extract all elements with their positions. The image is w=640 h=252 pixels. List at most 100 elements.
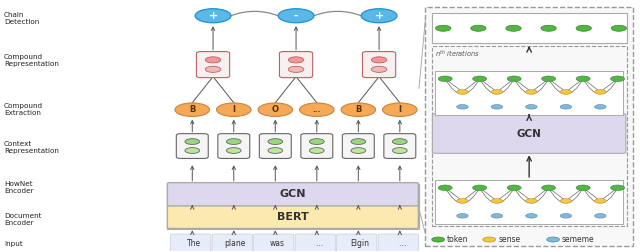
- Circle shape: [371, 66, 387, 72]
- Circle shape: [288, 66, 304, 72]
- Circle shape: [258, 103, 292, 116]
- FancyBboxPatch shape: [433, 114, 626, 153]
- FancyBboxPatch shape: [342, 134, 374, 159]
- Circle shape: [576, 76, 590, 81]
- Circle shape: [185, 139, 200, 144]
- Text: B: B: [355, 105, 362, 114]
- FancyBboxPatch shape: [337, 234, 377, 252]
- Text: sense: sense: [498, 235, 520, 244]
- Circle shape: [205, 57, 221, 63]
- Circle shape: [525, 105, 537, 109]
- Circle shape: [560, 214, 572, 218]
- Circle shape: [576, 185, 590, 191]
- Circle shape: [351, 139, 365, 144]
- Circle shape: [472, 76, 486, 81]
- FancyBboxPatch shape: [435, 180, 623, 224]
- Text: ...: ...: [313, 107, 321, 113]
- Text: +: +: [209, 11, 218, 21]
- Circle shape: [560, 105, 572, 109]
- FancyBboxPatch shape: [176, 134, 208, 159]
- FancyBboxPatch shape: [171, 234, 211, 252]
- Text: B: B: [189, 105, 195, 114]
- Circle shape: [216, 103, 251, 116]
- Circle shape: [278, 9, 314, 23]
- Circle shape: [300, 103, 334, 116]
- Circle shape: [361, 9, 397, 23]
- Text: …: …: [315, 239, 322, 248]
- FancyBboxPatch shape: [362, 52, 396, 78]
- Text: Input: Input: [4, 241, 22, 247]
- Circle shape: [175, 103, 209, 116]
- FancyBboxPatch shape: [218, 134, 250, 159]
- Bar: [167, 184, 419, 229]
- Circle shape: [457, 214, 468, 218]
- Text: token: token: [447, 235, 468, 244]
- Circle shape: [491, 214, 502, 218]
- Circle shape: [205, 66, 221, 72]
- FancyBboxPatch shape: [212, 234, 252, 252]
- Circle shape: [506, 25, 521, 31]
- Text: sememe: sememe: [562, 235, 595, 244]
- Circle shape: [483, 237, 495, 242]
- Text: I: I: [398, 105, 401, 114]
- Circle shape: [457, 199, 468, 203]
- Circle shape: [595, 105, 606, 109]
- Text: $n^{th}$ iterations: $n^{th}$ iterations: [435, 48, 480, 59]
- FancyBboxPatch shape: [168, 205, 419, 229]
- Circle shape: [341, 103, 376, 116]
- Circle shape: [268, 139, 283, 144]
- Circle shape: [560, 199, 572, 203]
- Circle shape: [541, 76, 556, 81]
- Text: Chain
Detection: Chain Detection: [4, 12, 39, 25]
- FancyBboxPatch shape: [253, 234, 294, 252]
- Circle shape: [436, 25, 451, 31]
- Circle shape: [541, 185, 556, 191]
- FancyBboxPatch shape: [168, 183, 419, 206]
- FancyBboxPatch shape: [435, 71, 623, 115]
- Circle shape: [185, 148, 200, 153]
- Circle shape: [525, 214, 537, 218]
- FancyBboxPatch shape: [295, 234, 335, 252]
- Text: I: I: [232, 105, 236, 114]
- Text: -: -: [294, 11, 298, 21]
- Circle shape: [227, 139, 241, 144]
- Circle shape: [457, 90, 468, 94]
- Circle shape: [525, 199, 537, 203]
- FancyBboxPatch shape: [196, 52, 230, 78]
- FancyBboxPatch shape: [378, 234, 419, 252]
- Circle shape: [310, 139, 324, 144]
- Circle shape: [507, 76, 521, 81]
- Text: GCN: GCN: [516, 129, 541, 139]
- Text: Document
Encoder: Document Encoder: [4, 213, 42, 227]
- Circle shape: [227, 148, 241, 153]
- Circle shape: [541, 25, 556, 31]
- Circle shape: [432, 237, 445, 242]
- Circle shape: [560, 90, 572, 94]
- FancyBboxPatch shape: [384, 134, 416, 159]
- Circle shape: [268, 148, 283, 153]
- Text: plane: plane: [225, 239, 246, 248]
- Circle shape: [491, 90, 502, 94]
- FancyBboxPatch shape: [280, 52, 313, 78]
- Circle shape: [491, 105, 502, 109]
- Text: O: O: [272, 105, 279, 114]
- FancyBboxPatch shape: [301, 134, 333, 159]
- Circle shape: [392, 148, 407, 153]
- Circle shape: [595, 90, 606, 94]
- FancyBboxPatch shape: [432, 13, 627, 43]
- Circle shape: [611, 185, 625, 191]
- Circle shape: [611, 25, 627, 31]
- Text: +: +: [374, 11, 384, 21]
- Circle shape: [507, 185, 521, 191]
- FancyBboxPatch shape: [259, 134, 291, 159]
- Circle shape: [595, 199, 606, 203]
- Circle shape: [438, 185, 452, 191]
- Circle shape: [576, 25, 591, 31]
- Circle shape: [547, 237, 559, 242]
- Circle shape: [371, 57, 387, 63]
- Circle shape: [472, 185, 486, 191]
- Text: Elgin: Elgin: [351, 239, 369, 248]
- Text: The: The: [187, 239, 201, 248]
- Text: Compound
Representation: Compound Representation: [4, 54, 59, 67]
- Text: BERT: BERT: [277, 212, 308, 222]
